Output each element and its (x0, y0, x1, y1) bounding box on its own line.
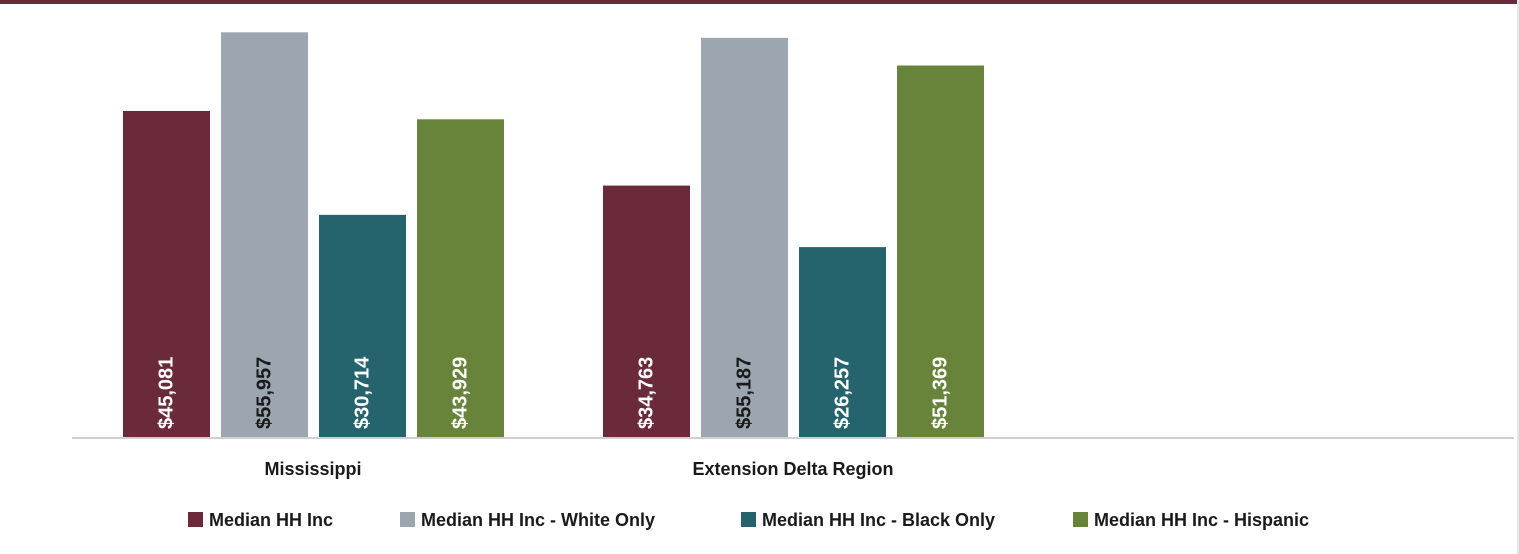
bar-value-label: $34,763 (636, 357, 658, 429)
bar-0-2 (319, 214, 406, 437)
bar-0-1 (221, 32, 308, 438)
legend-swatch (1073, 512, 1088, 527)
legend-label: Median HH Inc (209, 510, 333, 530)
bar-value-label: $43,929 (450, 357, 472, 429)
bar-value-label: $45,081 (156, 357, 178, 429)
top-border (0, 0, 1519, 4)
category-label: Mississippi (264, 459, 361, 479)
legend-swatch (741, 512, 756, 527)
bar-1-2 (799, 247, 886, 437)
bar-1-0 (603, 185, 690, 437)
bar-value-label: $51,369 (930, 357, 952, 429)
legend-swatch (400, 512, 415, 527)
legend-swatch (188, 512, 203, 527)
bar-0-0 (123, 110, 210, 437)
bar-value-label: $26,257 (832, 357, 854, 429)
category-label: Extension Delta Region (692, 459, 893, 479)
right-border (1517, 0, 1519, 554)
bar-0-3 (417, 119, 504, 437)
bar-value-label: $55,187 (734, 357, 756, 429)
bar-1-3 (897, 65, 984, 437)
bars-group: $45,081 $55,957 $30,714 $43,929 $34,763 $55,1… (123, 32, 984, 438)
legend-label: Median HH Inc - White Only (421, 510, 655, 530)
bar-value-label: $55,957 (254, 357, 276, 429)
legend: Median HH Inc Median HH Inc - White Only M… (188, 510, 1309, 530)
legend-label: Median HH Inc - Black Only (762, 510, 995, 530)
bar-value-label: $30,714 (352, 356, 374, 429)
category-labels: Mississippi Extension Delta Region (264, 459, 893, 479)
legend-label: Median HH Inc - Hispanic (1094, 510, 1309, 530)
bar-1-1 (701, 37, 788, 437)
